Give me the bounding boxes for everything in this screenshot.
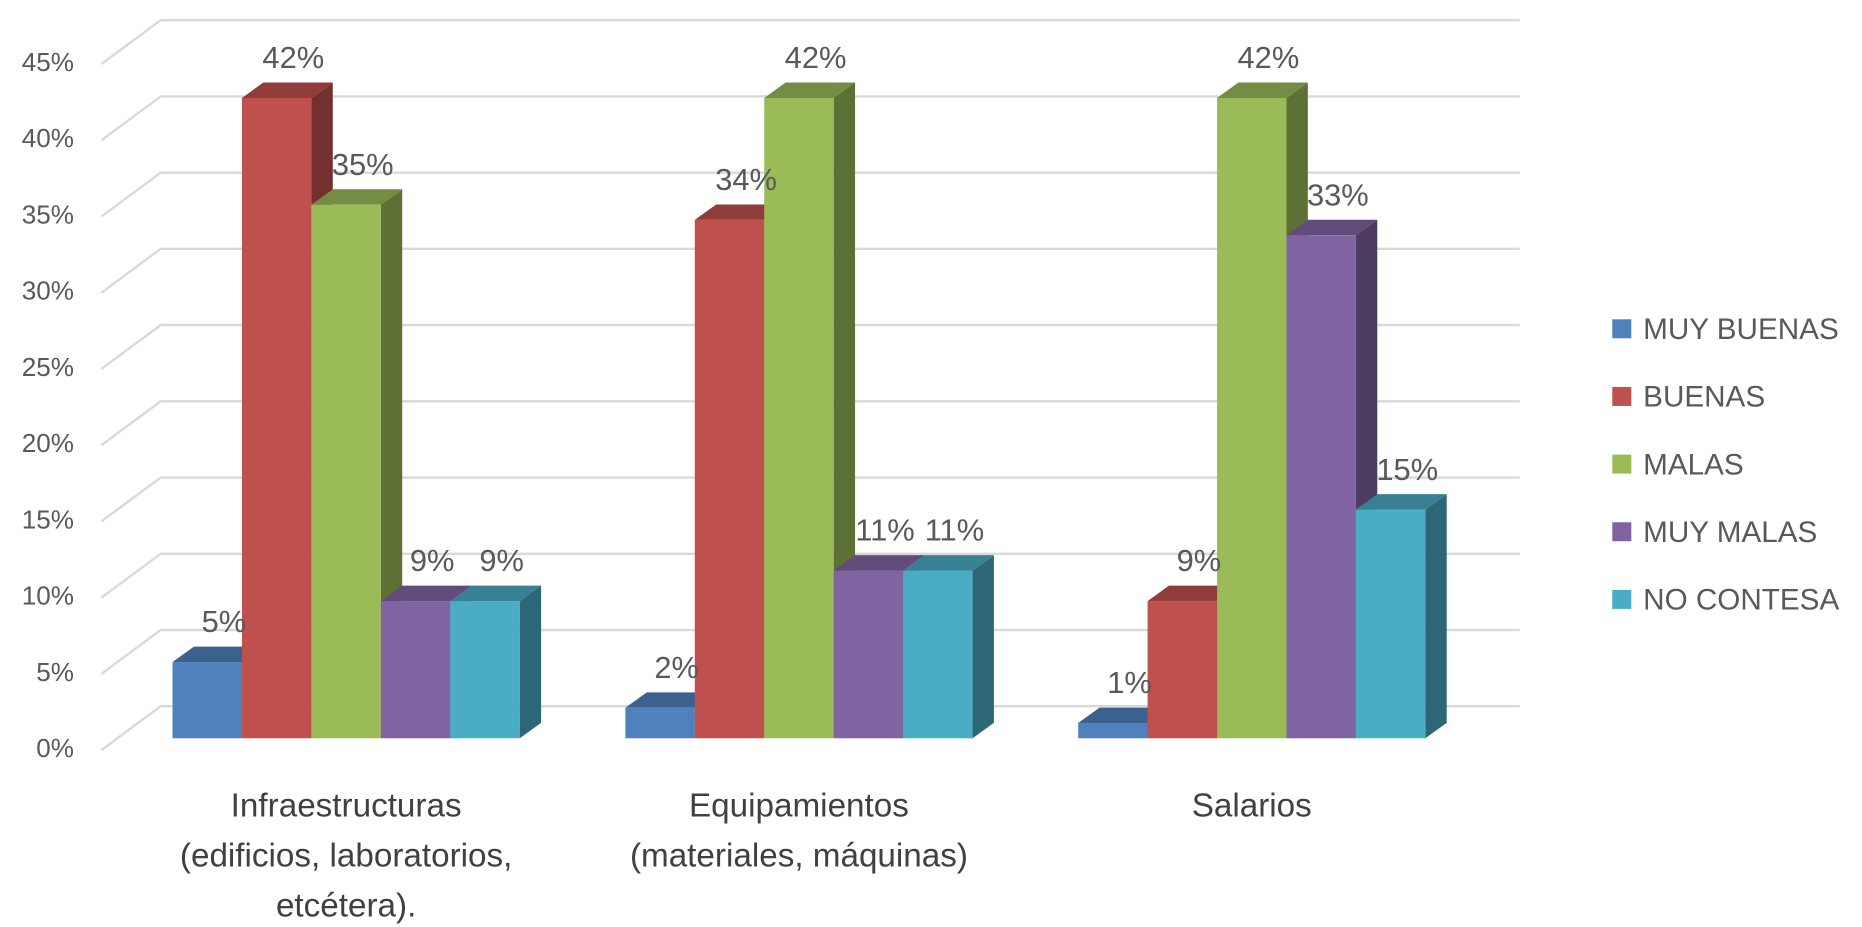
bar-top — [241, 82, 333, 98]
bar-front — [1147, 601, 1218, 739]
legend-swatch — [1612, 454, 1632, 474]
y-tick-label: 0% — [36, 733, 74, 763]
bar-front — [241, 97, 312, 739]
x-tick-label: Infraestructuras (edificios, laboratorio… — [179, 786, 513, 924]
bar-side — [1425, 494, 1447, 739]
grid-line — [100, 171, 1520, 218]
bar-side — [972, 555, 994, 739]
bar-front — [625, 707, 695, 739]
y-tick-label: 45% — [22, 47, 74, 77]
bar-top — [903, 555, 994, 571]
data-label: 11% — [925, 513, 984, 548]
data-label: 15% — [1376, 452, 1438, 487]
bar-top — [450, 585, 542, 602]
y-tick-label: 15% — [22, 504, 74, 534]
bar-top — [694, 204, 786, 220]
bar-top — [172, 646, 264, 663]
data-label: 2% — [654, 650, 699, 685]
y-tick-label: 5% — [36, 657, 74, 687]
data-label: 11% — [855, 513, 914, 548]
x-tick-label: Salarios — [1191, 786, 1312, 824]
y-tick-label: 10% — [22, 581, 74, 611]
bar-top — [380, 585, 472, 602]
grid-line — [100, 18, 1520, 66]
bar-front — [380, 601, 451, 739]
bar — [903, 555, 994, 739]
bar-side — [519, 585, 542, 739]
data-label: 1% — [1107, 665, 1152, 700]
data-label: 42% — [785, 40, 847, 75]
grid-line — [100, 95, 1520, 142]
grid-line — [100, 628, 1520, 675]
bar — [1286, 219, 1378, 739]
bar-front — [764, 97, 834, 739]
bar-front — [833, 570, 904, 739]
bar-top — [1078, 707, 1169, 724]
bar-front — [903, 570, 973, 739]
bar-top — [764, 82, 856, 98]
bar-front — [172, 662, 242, 739]
bar-top — [833, 555, 925, 571]
bar-front — [1217, 97, 1287, 739]
x-tick-label: Equipamientos (materiales, máquinas) — [629, 786, 968, 874]
bar — [1355, 494, 1447, 739]
grid-line — [100, 552, 1520, 599]
data-label: 35% — [332, 147, 394, 182]
legend-swatch — [1612, 386, 1632, 406]
grid-line — [100, 323, 1520, 370]
data-label: 5% — [202, 604, 247, 639]
legend-label: BUENAS — [1643, 381, 1765, 414]
bar-front — [1355, 509, 1426, 739]
legend-label: MUY BUENAS — [1643, 313, 1839, 346]
legend-label: MUY MALAS — [1643, 516, 1817, 549]
y-tick-label: 40% — [22, 123, 74, 153]
bar-top — [1217, 82, 1308, 98]
bar — [764, 82, 856, 739]
data-label: 33% — [1307, 177, 1369, 212]
grid-line — [100, 705, 1520, 752]
bar-top — [311, 189, 403, 205]
bar-front — [694, 219, 765, 739]
y-tick-label: 20% — [22, 428, 74, 458]
bar-front — [450, 601, 520, 739]
legend-swatch — [1612, 319, 1632, 339]
bar-front — [1078, 723, 1148, 739]
bar — [450, 585, 542, 739]
legend-swatch — [1612, 522, 1632, 542]
data-label: 42% — [262, 40, 324, 75]
legend-swatch — [1612, 589, 1632, 609]
y-tick-label: 25% — [22, 352, 74, 382]
data-label: 9% — [1177, 543, 1222, 578]
legend-label: MALAS — [1643, 448, 1744, 481]
bar-front — [1286, 235, 1356, 739]
grid-line — [100, 247, 1520, 294]
bar-front — [311, 204, 381, 739]
data-label: 9% — [410, 543, 455, 578]
data-label: 34% — [715, 162, 777, 197]
bar-top — [625, 692, 717, 708]
data-label: 9% — [479, 543, 524, 578]
y-tick-label: 30% — [22, 276, 74, 306]
bar-top — [1147, 585, 1239, 602]
legend-label: NO CONTESA — [1643, 584, 1839, 617]
x-tick-label-box: Infraestructuras (edificios, laboratorio… — [179, 786, 513, 924]
x-tick-label-box: Equipamientos (materiales, máquinas) — [629, 786, 968, 874]
x-tick-label-box: Salarios — [1191, 786, 1312, 824]
grid-line — [100, 400, 1520, 447]
data-label: 42% — [1238, 40, 1300, 75]
y-tick-label: 35% — [22, 199, 74, 229]
grid-line — [100, 476, 1520, 523]
bar-top — [1355, 494, 1447, 510]
bar-top — [1286, 219, 1378, 236]
